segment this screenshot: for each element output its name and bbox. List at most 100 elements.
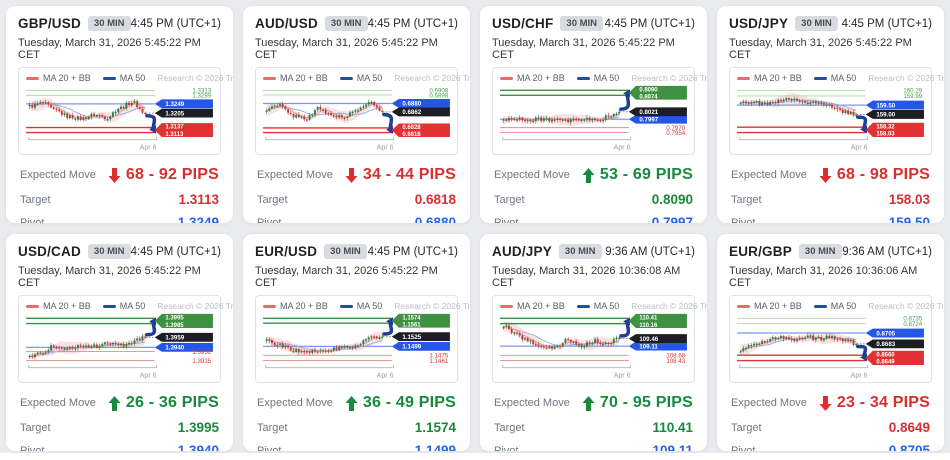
pair-card[interactable]: AUD/USD 30 MIN 4:45 PM (UTC+1) Tuesday, …	[242, 5, 471, 224]
expected-move-value: 68 - 98 PIPS	[819, 166, 930, 184]
chart-box: MA 20 + BB MA 50 Research © 2026 Trading…	[18, 295, 233, 384]
x-axis: Apr 6	[739, 137, 869, 152]
x-axis: Apr 6	[265, 365, 395, 380]
legend-ma50: MA 50	[576, 73, 620, 84]
pair-title: USD/CAD	[18, 244, 81, 260]
pivot-value: 1.3249	[177, 215, 219, 224]
expected-move-label: Expected Move	[494, 397, 570, 410]
svg-text:108.68: 108.68	[666, 353, 685, 360]
candles-layer	[739, 333, 858, 354]
pivot-value: 1.3940	[177, 443, 219, 452]
quote-date: Tuesday, March 31, 2026 5:45:22 PM CET	[255, 265, 438, 290]
pair-card[interactable]: USD/CAD 30 MIN 4:45 PM (UTC+1) Tuesday, …	[5, 233, 234, 452]
candles-layer	[502, 323, 621, 352]
pair-card[interactable]: USD/CHF 30 MIN 4:45 PM (UTC+1) Tuesday, …	[479, 5, 708, 224]
dir-icon-slot	[819, 395, 832, 411]
pair-title: EUR/GBP	[729, 244, 792, 260]
svg-text:158.32: 158.32	[876, 125, 895, 131]
ma20-swatch-icon	[500, 76, 513, 80]
svg-text:0.6862: 0.6862	[402, 110, 421, 117]
svg-text:0.8649: 0.8649	[876, 360, 895, 366]
expected-move-value: 26 - 36 PIPS	[108, 394, 219, 412]
level-lines-layer	[263, 317, 392, 362]
pair-card[interactable]: EUR/USD 30 MIN 4:45 PM (UTC+1) Tuesday, …	[242, 233, 471, 452]
dir-icon-slot	[582, 395, 595, 411]
expected-move-label: Expected Move	[257, 397, 333, 410]
expected-move-value: 68 - 92 PIPS	[108, 166, 219, 184]
target-value: 0.8090	[651, 192, 693, 208]
ma20-swatch-icon	[263, 304, 276, 308]
pivot-row: Pivot 109.11	[492, 443, 695, 452]
svg-text:0.6908: 0.6908	[429, 88, 448, 95]
chart-legend: MA 20 + BB MA 50 Research © 2026 Trading…	[737, 73, 944, 83]
up-arrow-icon	[108, 395, 121, 411]
pivot-value: 109.11	[652, 443, 693, 452]
level-lines-layer	[500, 89, 629, 134]
pivot-row: Pivot 159.50	[729, 215, 932, 223]
down-arrow-icon	[819, 167, 832, 183]
x-axis: Apr 6	[28, 365, 158, 380]
legend-ma50: MA 50	[576, 301, 619, 311]
svg-text:1.1499: 1.1499	[402, 344, 421, 351]
pivot-label: Pivot	[20, 444, 45, 452]
quote-time: 9:36 AM (UTC+1)	[842, 245, 932, 258]
legend-ma50: MA 50	[102, 73, 146, 84]
research-credit: Research © 2026 Trading Central	[394, 73, 471, 84]
svg-text:0.8090: 0.8090	[639, 88, 658, 94]
pair-card[interactable]: EUR/GBP 30 MIN 9:36 AM (UTC+1) Tuesday, …	[716, 233, 945, 452]
quote-time: 4:45 PM (UTC+1)	[130, 245, 221, 258]
expected-move-pips: 68 - 98 PIPS	[836, 166, 930, 184]
target-value: 110.41	[652, 420, 693, 436]
svg-text:Apr 6: Apr 6	[140, 145, 157, 152]
card-header-left: USD/CAD 30 MIN	[18, 244, 131, 260]
svg-text:0.7997: 0.7997	[639, 117, 658, 124]
x-axis: Apr 6	[502, 137, 632, 152]
target-value: 0.6818	[414, 192, 456, 208]
ma50-swatch-icon	[576, 76, 590, 80]
pair-card[interactable]: AUD/JPY 30 MIN 9:36 AM (UTC+1) Tuesday, …	[479, 233, 708, 452]
card-header-left: GBP/USD 30 MIN	[18, 16, 131, 32]
svg-text:1.1475: 1.1475	[429, 353, 448, 360]
svg-text:1.3249: 1.3249	[165, 102, 184, 109]
svg-text:1.3137: 1.3137	[165, 125, 184, 131]
expected-move-row: Expected Move 26 - 36 PIPS	[18, 394, 221, 412]
pivot-value: 0.8705	[888, 443, 930, 452]
target-label: Target	[257, 193, 288, 206]
pair-card[interactable]: GBP/USD 30 MIN 4:45 PM (UTC+1) Tuesday, …	[5, 5, 234, 224]
chart-box: MA 20 + BB MA 50 Research © 2026 Trading…	[255, 67, 470, 156]
pivot-row: Pivot 0.8705	[729, 443, 932, 452]
up-arrow-icon	[582, 167, 595, 183]
projection-arrow-icon	[856, 345, 868, 362]
projection-arrow-icon	[382, 113, 394, 135]
expected-move-value: 23 - 34 PIPS	[819, 394, 930, 412]
legend-ma20: MA 20 + BB	[500, 301, 565, 311]
expected-move-pips: 34 - 44 PIPS	[362, 166, 456, 184]
expected-move-pips: 36 - 49 PIPS	[362, 394, 456, 412]
target-label: Target	[494, 193, 525, 206]
ma20-swatch-icon	[26, 304, 39, 308]
chart-box: MA 20 + BB MA 50 Research © 2026 Trading…	[492, 67, 707, 156]
x-axis: Apr 6	[28, 137, 158, 152]
expected-move-pips: 70 - 95 PIPS	[599, 394, 693, 412]
dir-icon-slot	[819, 167, 832, 183]
quote-date: Tuesday, March 31, 2026 5:45:22 PM CET	[255, 37, 438, 62]
chart-legend: MA 20 + BB MA 50 Research © 2026 Trading…	[500, 73, 707, 84]
legend-ma50-label: MA 50	[119, 73, 146, 84]
legend-ma50-label: MA 50	[593, 73, 620, 84]
expected-move-label: Expected Move	[257, 169, 333, 182]
expected-move-label: Expected Move	[731, 397, 807, 410]
pair-card[interactable]: USD/JPY 30 MIN 4:45 PM (UTC+1) Tuesday, …	[716, 5, 945, 224]
expected-move-label: Expected Move	[20, 169, 96, 182]
legend-ma20: MA 20 + BB	[500, 73, 565, 83]
interval-badge: 30 MIN	[558, 244, 602, 260]
target-row: Target 110.41	[492, 420, 695, 435]
svg-text:159.00: 159.00	[876, 112, 895, 119]
legend-ma50-label: MA 50	[119, 301, 146, 312]
legend-ma20: MA 20 + BB	[263, 301, 328, 311]
candles-layer	[28, 99, 147, 123]
target-row: Target 1.1574	[255, 420, 458, 435]
